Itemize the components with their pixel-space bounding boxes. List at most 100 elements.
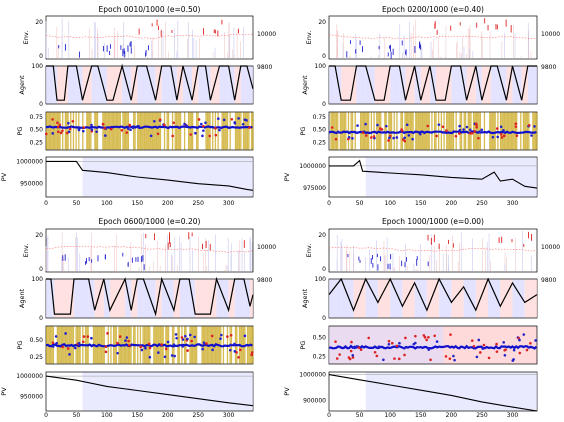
pg-exploration-bar <box>477 112 479 150</box>
pg-exploration-bar <box>183 112 186 150</box>
pg-point <box>426 124 430 128</box>
pg-point <box>418 132 422 136</box>
pv-tick-label: 1000000 <box>16 373 43 380</box>
env-axis-label: Env. <box>305 31 313 45</box>
pg-exploration-bar <box>138 112 140 150</box>
pg-exploration-bar <box>389 112 391 150</box>
pg-exploration-bar <box>520 112 522 150</box>
pg-point <box>81 340 85 344</box>
pg-exploration-bar <box>534 112 537 150</box>
pg-point <box>163 123 166 127</box>
pg-point <box>472 344 476 348</box>
x-tick-label: 250 <box>192 200 204 207</box>
pg-exploration-bar <box>533 112 535 150</box>
env-right-tick-label: 10000 <box>257 31 276 38</box>
pg-point <box>404 336 407 340</box>
pg-point <box>156 132 160 136</box>
pg-point <box>502 134 506 138</box>
pg-point <box>477 338 481 342</box>
pg-point <box>475 355 479 359</box>
pg-exploration-bar <box>139 112 142 150</box>
pg-exploration-bar <box>116 112 119 150</box>
pg-exploration-bar <box>508 112 510 150</box>
x-tick-label: 50 <box>356 412 364 419</box>
pg-point <box>397 357 401 361</box>
x-tick-label: 300 <box>223 200 235 207</box>
env-axes-frame <box>45 228 254 273</box>
pg-point <box>379 127 382 131</box>
pg-point <box>392 136 395 140</box>
pg-point <box>468 128 472 132</box>
pg-point <box>364 134 368 137</box>
pg-point <box>387 139 390 142</box>
agent-axis-label: Agent <box>18 75 26 95</box>
pg-point <box>153 119 156 123</box>
pg-point <box>504 348 507 351</box>
pg-point <box>478 131 482 134</box>
pg-point <box>359 348 363 352</box>
pg-point <box>197 118 201 121</box>
agent-tick-label: 0 <box>39 315 43 322</box>
pg-point <box>44 132 48 136</box>
pg-exploration-bar <box>143 112 146 150</box>
pg-exploration-bar <box>347 112 350 150</box>
pg-point <box>229 333 233 337</box>
pg-tick-label: 0.75 <box>30 114 44 121</box>
pg-point <box>514 125 518 128</box>
pg-point <box>336 130 340 134</box>
x-tick-label: 150 <box>415 412 427 419</box>
pg-point <box>68 353 71 356</box>
pg-point <box>502 129 505 132</box>
pg-exploration-bar <box>237 112 239 150</box>
agent-position-shade <box>103 279 110 318</box>
pg-exploration-bar <box>158 112 160 150</box>
pg-point <box>453 358 456 362</box>
x-tick-label: 250 <box>476 412 488 419</box>
pg-exploration-bar <box>50 112 52 150</box>
pg-point <box>334 340 337 343</box>
pg-position-shade <box>329 326 444 364</box>
pg-point <box>427 335 430 339</box>
pg-exploration-bar <box>407 112 409 150</box>
pg-point <box>462 128 465 131</box>
pg-exploration-bar <box>72 112 75 150</box>
pg-point <box>109 127 113 131</box>
agent-axis-label: Agent <box>301 75 309 95</box>
pg-point <box>427 348 431 351</box>
pg-point <box>433 334 437 338</box>
pg-exploration-bar <box>431 112 433 150</box>
pg-exploration-bar <box>516 112 518 150</box>
pg-exploration-bar <box>86 112 88 150</box>
pg-exploration-bar <box>150 112 152 150</box>
agent-position-shade <box>161 66 171 104</box>
pg-point <box>90 123 93 127</box>
pg-point <box>390 341 394 345</box>
pg-point <box>375 354 379 358</box>
agent-tick-label: 0 <box>322 315 326 322</box>
pg-point <box>398 341 401 345</box>
pg-point <box>372 135 376 138</box>
pg-exploration-bar <box>252 326 254 364</box>
pg-point <box>481 347 485 350</box>
pg-point <box>503 354 507 357</box>
pg-point <box>356 124 359 127</box>
agent-position-shade <box>329 279 342 318</box>
pg-exploration-bar <box>333 112 335 150</box>
pg-point <box>77 342 81 345</box>
agent-position-shade <box>488 279 501 318</box>
pg-tick-label: 0.50 <box>30 337 44 344</box>
pg-tick-label: 0.50 <box>313 334 327 341</box>
pg-point <box>530 134 533 137</box>
pg-exploration-bar <box>242 326 245 364</box>
pg-point <box>387 339 391 343</box>
pg-point <box>202 124 205 128</box>
pg-exploration-bar <box>376 112 378 150</box>
pv-tick-label: 1000000 <box>16 158 43 165</box>
env-axes-frame <box>45 15 254 60</box>
x-tick-label: 150 <box>132 200 144 207</box>
pg-mean-line <box>328 130 537 135</box>
pg-point <box>487 356 491 360</box>
pg-point <box>334 137 338 141</box>
pg-point <box>514 122 518 126</box>
pg-point <box>230 118 234 121</box>
